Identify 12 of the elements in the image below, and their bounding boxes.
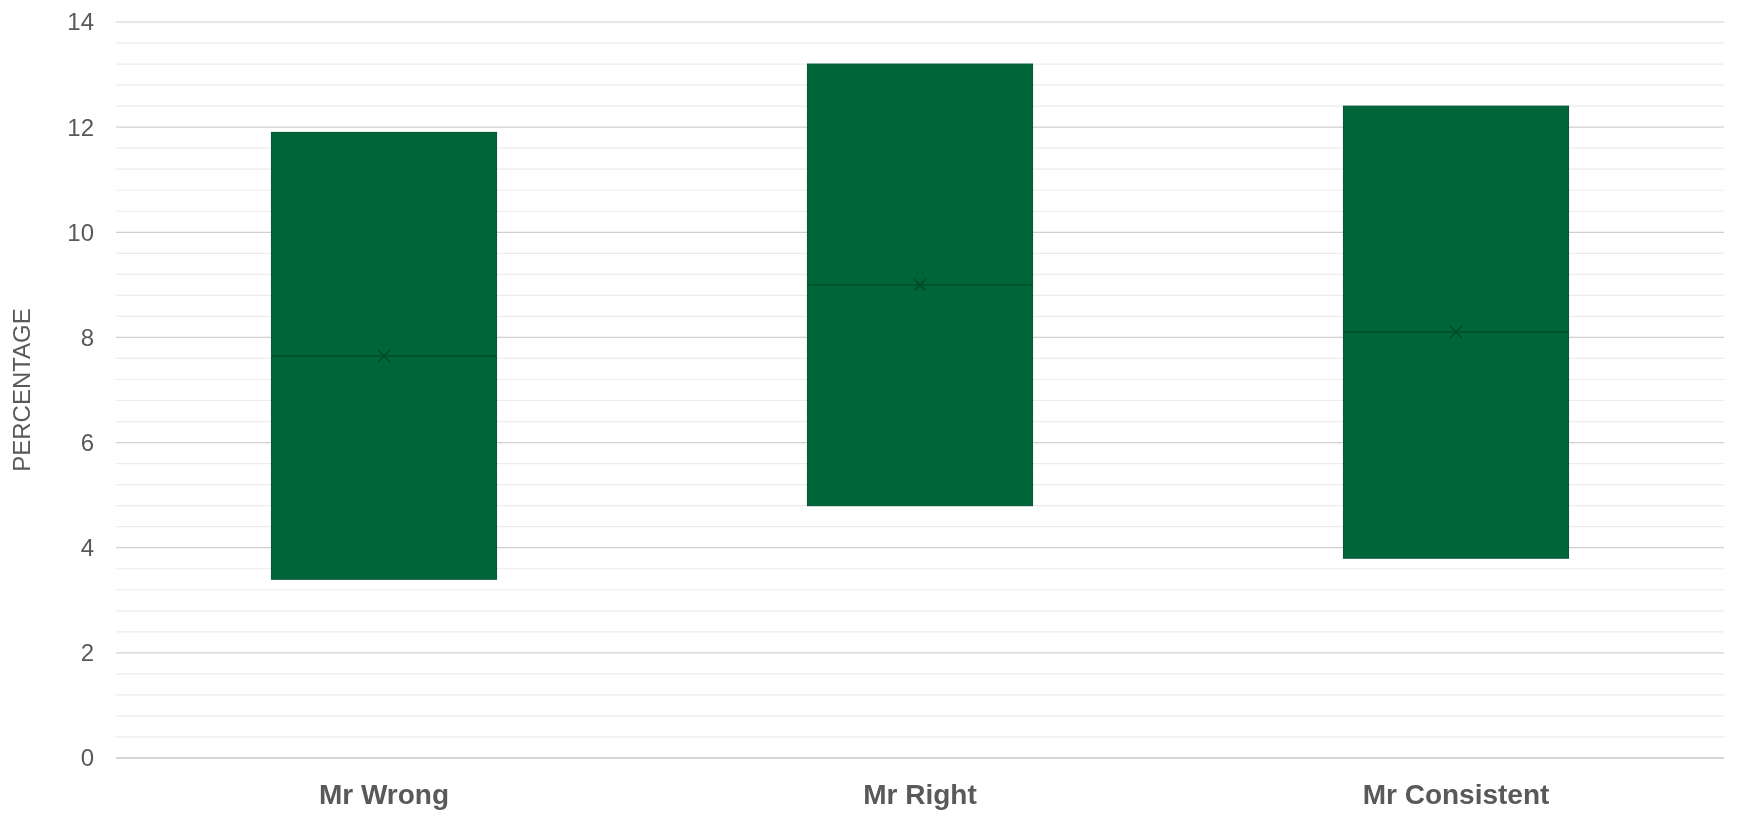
y-tick-label: 8: [80, 323, 94, 351]
y-tick-label: 6: [80, 428, 94, 456]
y-tick-label: 12: [67, 113, 94, 141]
y-tick-label: 0: [80, 744, 94, 772]
y-tick-label: 14: [67, 8, 94, 36]
y-tick-label: 4: [80, 534, 94, 562]
x-tick-label: Mr Consistent: [1362, 779, 1550, 810]
y-tick-label: 2: [80, 639, 94, 667]
y-axis-title: PERCENTAGE: [8, 308, 35, 472]
x-tick-label: Mr Wrong: [318, 779, 450, 810]
y-tick-label: 10: [67, 218, 94, 246]
x-tick-label: Mr Right: [863, 779, 977, 810]
